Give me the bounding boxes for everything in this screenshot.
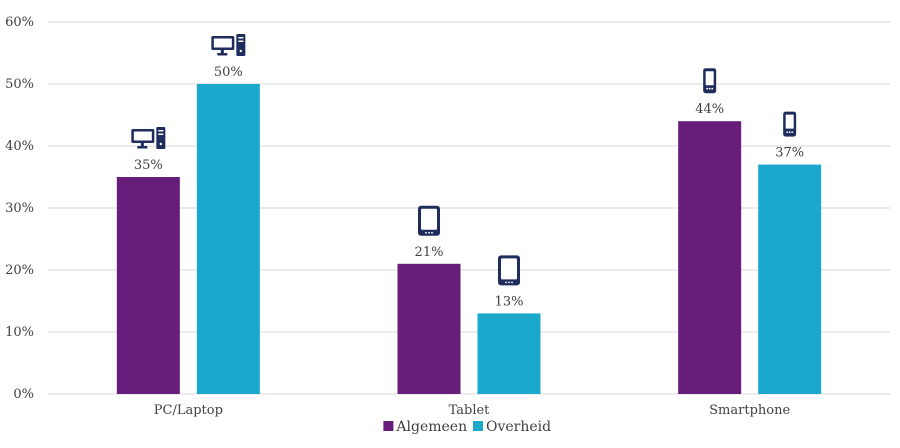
data-label: 13% [495, 294, 524, 309]
data-label: 50% [214, 65, 243, 80]
tablet-screen [421, 208, 437, 230]
data-label: 37% [775, 146, 804, 161]
tablet-dot [428, 231, 430, 234]
tablet-icon [498, 255, 520, 286]
phone-dot [706, 87, 709, 90]
bar-overheid [196, 84, 260, 394]
y-tick-label: 0% [13, 387, 34, 402]
legend-item-overheid: Overheid [473, 419, 551, 435]
data-label: 21% [415, 245, 444, 260]
x-tick-label: Tablet [449, 403, 491, 418]
smartphone-icon [783, 111, 797, 137]
phone-screen [785, 114, 794, 129]
legend-label: Overheid [486, 419, 551, 435]
data-label: 35% [134, 158, 163, 173]
legend-label: Algemeen [395, 419, 467, 435]
tower-slot [158, 133, 164, 135]
y-tick-label: 30% [5, 201, 34, 216]
tower-slot [158, 130, 164, 132]
bar-algemeen [678, 121, 742, 394]
tower-shape [236, 34, 246, 56]
tablet-screen [501, 258, 517, 280]
tower-slot [238, 40, 244, 42]
phone-dot [708, 87, 711, 90]
monitor-neck [140, 143, 144, 146]
bar-overheid [758, 164, 822, 394]
tablet-dot [508, 281, 510, 284]
monitor-screen [213, 38, 232, 48]
phone-dot [791, 131, 794, 134]
tower-shape [156, 127, 166, 149]
desktop-computer-icon [131, 127, 166, 149]
bar-algemeen [116, 177, 180, 394]
phone-dot [711, 87, 714, 90]
data-label: 44% [695, 102, 724, 117]
y-tick-label: 20% [5, 263, 34, 278]
x-tick-label: Smartphone [709, 403, 790, 418]
tablet-dot [511, 281, 513, 284]
tower-button [159, 142, 163, 146]
phone-dot [788, 131, 791, 134]
monitor-screen [133, 131, 152, 141]
bar-overheid [477, 313, 541, 394]
monitor-stand [217, 53, 228, 56]
smartphone-icon [703, 68, 717, 94]
phone-screen [705, 71, 714, 86]
legend-item-algemeen: Algemeen [383, 419, 467, 435]
monitor-stand [137, 146, 148, 149]
tablet-icon [418, 205, 440, 236]
tablet-dot [431, 231, 433, 234]
y-tick-label: 50% [5, 77, 34, 92]
x-tick-label: PC/Laptop [154, 403, 223, 418]
phone-dot [786, 131, 789, 134]
desktop-computer-icon [211, 34, 246, 56]
tablet-dot [425, 231, 427, 234]
legend-swatch [473, 421, 483, 431]
y-tick-label: 40% [5, 139, 34, 154]
tablet-dot [505, 281, 507, 284]
monitor-neck [220, 50, 224, 53]
tower-button [239, 49, 243, 53]
legend-swatch [383, 421, 394, 431]
y-tick-label: 10% [5, 325, 34, 340]
bar-algemeen [397, 263, 461, 394]
y-tick-label: 60% [5, 15, 34, 30]
tower-slot [238, 37, 244, 39]
